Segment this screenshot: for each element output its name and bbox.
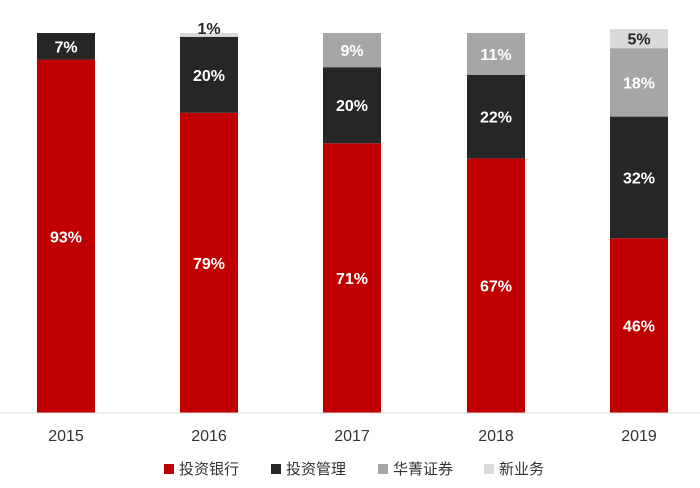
bar-segment — [37, 33, 95, 60]
bar-segment — [467, 74, 525, 159]
data-label: 5% — [627, 32, 650, 49]
bar-segment — [323, 67, 381, 144]
legend-swatch — [271, 464, 281, 474]
x-tick-label: 2015 — [48, 428, 84, 445]
bar-segment — [180, 36, 238, 113]
legend-swatch — [484, 464, 494, 474]
legend-swatch — [164, 464, 174, 474]
x-tick-label: 2017 — [334, 428, 370, 445]
data-label: 32% — [623, 170, 655, 187]
x-tick-label: 2016 — [191, 428, 227, 445]
x-tick-label: 2018 — [478, 428, 514, 445]
legend-label: 投资银行 — [179, 460, 239, 478]
data-label: 20% — [336, 98, 368, 115]
data-label: 93% — [50, 229, 82, 246]
data-label: 22% — [480, 110, 512, 127]
bar-segment — [323, 143, 381, 413]
bar-segment — [37, 59, 95, 413]
legend-label: 华菁证券 — [393, 460, 453, 478]
bar-segment — [610, 29, 668, 49]
x-axis-ticks: 2015 2016 2017 2018 2019 — [48, 428, 657, 445]
legend-swatch — [378, 464, 388, 474]
bar-segment — [467, 158, 525, 413]
legend-label: 投资管理 — [286, 460, 346, 478]
bar-segment — [610, 48, 668, 117]
bar-segment — [180, 112, 238, 414]
data-label: 7% — [54, 39, 77, 56]
bar-segment — [610, 116, 668, 239]
data-label: 71% — [336, 271, 368, 288]
data-label: 9% — [340, 43, 363, 60]
x-tick-label: 2019 — [621, 428, 657, 445]
data-label: 1% — [197, 21, 220, 38]
bar-segment — [180, 33, 238, 37]
bar-segment — [610, 238, 668, 413]
data-label: 67% — [480, 279, 512, 296]
data-label: 79% — [193, 256, 225, 273]
data-label: 46% — [623, 319, 655, 336]
legend-label: 新业务 — [499, 460, 544, 478]
bar-segment — [323, 33, 381, 68]
data-label: 18% — [623, 75, 655, 92]
data-label: 11% — [480, 47, 511, 64]
data-label: 20% — [193, 68, 225, 85]
legend: 投资银行 投资管理 华菁证券 新业务 — [164, 460, 544, 478]
bars-layer: 93% 7% 79% 20% 1% 71% 20% 9% 67% 22% 11% 46% 32% 18% 5… — [37, 21, 668, 414]
bar-segment — [467, 33, 525, 75]
